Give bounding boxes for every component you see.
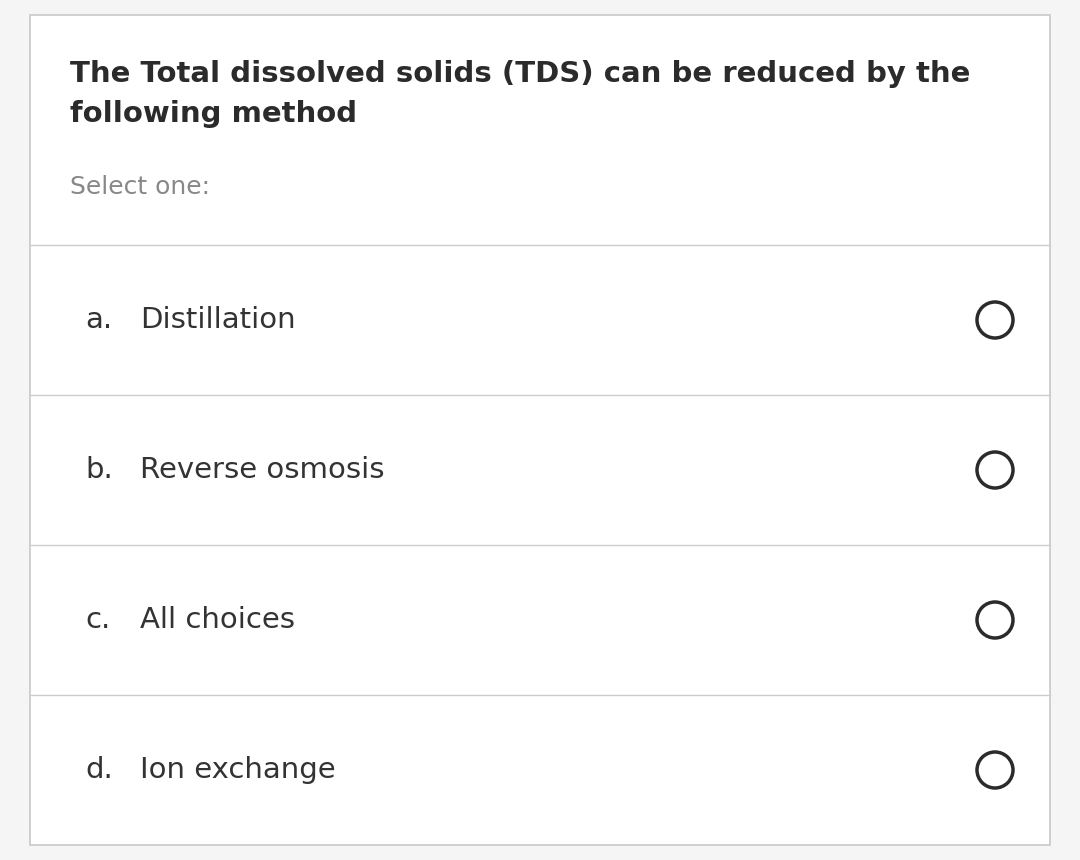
Text: The Total dissolved solids (TDS) can be reduced by the: The Total dissolved solids (TDS) can be … <box>70 60 970 88</box>
Text: Select one:: Select one: <box>70 175 210 199</box>
Text: Reverse osmosis: Reverse osmosis <box>140 456 384 484</box>
Text: following method: following method <box>70 100 357 128</box>
Text: b.: b. <box>85 456 112 484</box>
Text: Distillation: Distillation <box>140 306 296 334</box>
Text: d.: d. <box>85 756 112 784</box>
FancyBboxPatch shape <box>30 15 1050 845</box>
Text: Ion exchange: Ion exchange <box>140 756 336 784</box>
Text: All choices: All choices <box>140 606 295 634</box>
Text: a.: a. <box>85 306 112 334</box>
Text: c.: c. <box>85 606 110 634</box>
